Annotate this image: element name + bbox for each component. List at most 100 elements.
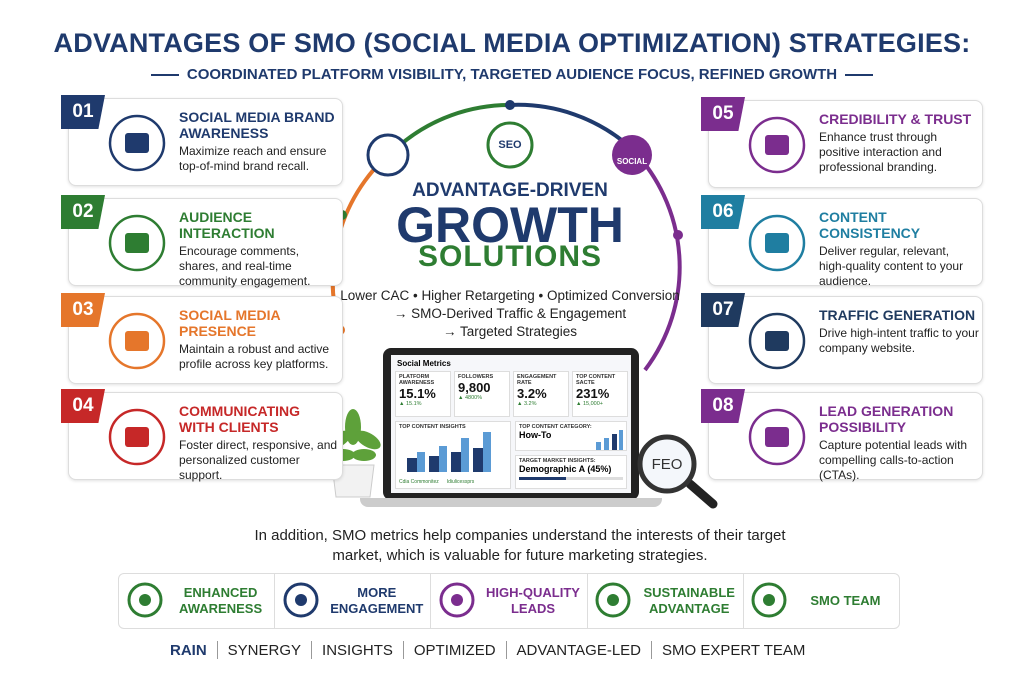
card-text: Enhance trust through positive interacti… xyxy=(819,130,942,174)
category-chart xyxy=(596,430,623,450)
social-badge: SOCIAL xyxy=(616,157,648,166)
subhead: SOLUTIONS xyxy=(417,240,602,273)
card: 07 TRAFFIC GENERATION Drive high-intent tr… xyxy=(701,293,983,384)
badge-text: SUSTAINABLE ADVANTAGE xyxy=(643,585,735,616)
separator xyxy=(651,641,653,659)
summary: In addition, SMO metrics help companies … xyxy=(254,527,786,564)
separator xyxy=(311,641,313,659)
laptop-base xyxy=(360,498,662,507)
dashboard-title: Social Metrics xyxy=(397,359,451,368)
metric: FOLLOWERS 9,800 ▲ 4800% xyxy=(454,371,510,417)
card-text: Capture potential leads with compelling … xyxy=(819,438,968,482)
badge-text: SMO TEAM xyxy=(810,593,881,608)
card-title: LEAD GENERATION POSSIBILITY xyxy=(819,403,954,435)
benefit-badge: HIGH-QUALITY LEADS xyxy=(431,574,588,628)
legend-item: Cdia Commonitez xyxy=(399,479,439,485)
card-number: 03 xyxy=(61,293,105,327)
metric: ENGAGEMENT RATE 3.2% ▲ 3.2% xyxy=(513,371,569,417)
card: 03 SOCIAL MEDIA PRESENCE Maintain a robust… xyxy=(61,293,343,384)
metric-label: TOP CONTENT SACTE xyxy=(576,374,616,386)
card-title: CREDIBILITY & TRUST xyxy=(819,111,972,127)
badge-text: HIGH-QUALITY LEADS xyxy=(486,585,580,616)
metric-change: ▲ 3.2% xyxy=(517,401,537,407)
magnifier xyxy=(637,434,718,509)
category-value: How-To xyxy=(519,430,552,440)
card-text: Drive high-intent traffic to your compan… xyxy=(819,326,979,355)
badge-text: ENHANCED AWARENESS xyxy=(179,585,263,616)
benefit-line: Lower CAC • Higher Retargeting • Optimiz… xyxy=(340,288,680,303)
card-title: SOCIAL MEDIA PRESENCE xyxy=(179,307,281,339)
card-title: SOCIAL MEDIA BRAND AWARENESS xyxy=(179,109,335,141)
brand-bar: RAIN SYNERGY INSIGHTS OPTIMIZED ADVANTAGE-LE… xyxy=(170,641,920,659)
card-number: 06 xyxy=(701,195,745,229)
card-number: 07 xyxy=(701,293,745,327)
card: 06 CONTENT CONSISTENCY Deliver regular, re… xyxy=(701,195,983,288)
headline: GROWTH xyxy=(396,197,624,253)
badge-icon xyxy=(281,582,321,621)
card: 04 COMMUNICATING WITH CLIENTS Foster direc… xyxy=(61,389,343,482)
brand-item: INSIGHTS xyxy=(322,641,393,659)
card-icon xyxy=(107,407,167,472)
card-text: Maintain a robust and active profile acr… xyxy=(179,342,330,371)
benefit-line: → SMO-Derived Traffic & Engagement xyxy=(393,306,627,321)
card-text: Foster direct, responsive, and personali… xyxy=(179,438,338,482)
metric-change: ▲ 4800% xyxy=(458,395,483,401)
legend-item: Idiulicessprs xyxy=(446,479,475,485)
separator xyxy=(402,641,404,659)
card: 05 CREDIBILITY & TRUST Enhance trust throu… xyxy=(701,97,983,188)
badge-text: MORE ENGAGEMENT xyxy=(330,585,424,616)
kicker: ADVANTAGE-DRIVEN xyxy=(412,180,608,201)
brand-item: RAIN xyxy=(170,641,207,659)
card-text: Encourage comments, shares, and real-tim… xyxy=(179,244,311,288)
card-number: 01 xyxy=(61,95,105,129)
badge-icon xyxy=(749,582,789,621)
metric-value: 3.2% xyxy=(517,386,547,401)
metric: TOP CONTENT SACTE 231% ▲ 15,000+ xyxy=(572,371,628,417)
brand-item: SMO EXPERT TEAM xyxy=(662,641,806,659)
badge-icon xyxy=(593,582,633,621)
card-title: COMMUNICATING WITH CLIENTS xyxy=(179,403,301,435)
center-arc xyxy=(330,100,683,372)
card-icon xyxy=(747,407,807,472)
subtitle-text: COORDINATED PLATFORM VISIBILITY, TARGETE… xyxy=(143,66,881,83)
category-panel: TOP CONTENT CATEGORY: How-To xyxy=(515,421,627,451)
insights-label: TOP CONTENT INSIGHTS xyxy=(399,424,466,430)
insights-chart xyxy=(407,432,491,472)
card-icon xyxy=(107,113,167,178)
insights-panel: TOP CONTENT INSIGHTS Cdia Commonitez Idiu… xyxy=(395,421,511,489)
benefit-badge: ENHANCED AWARENESS xyxy=(119,574,276,628)
card-icon xyxy=(107,311,167,376)
subtitle: COORDINATED PLATFORM VISIBILITY, TARGETE… xyxy=(0,66,1024,83)
brand-item: ADVANTAGE-LED xyxy=(516,641,642,659)
metric-label: FOLLOWERS xyxy=(458,374,494,380)
magnifier-text: FEO xyxy=(651,456,683,473)
metric-label: ENGAGEMENT RATE xyxy=(517,374,557,386)
benefit-badges: ENHANCED AWARENESS MORE ENGAGEMENT HIGH-QU… xyxy=(118,573,900,629)
benefit-badge: MORE ENGAGEMENT xyxy=(275,574,432,628)
card-text: Deliver regular, relevant, high-quality … xyxy=(819,244,964,288)
card-number: 08 xyxy=(701,389,745,423)
card-title: TRAFFIC GENERATION xyxy=(819,307,976,323)
seo-badge: SEO xyxy=(498,139,522,151)
metric-value: 231% xyxy=(576,386,610,401)
category-label: TOP CONTENT CATEGORY: xyxy=(519,424,592,430)
badge-icon xyxy=(125,582,165,621)
metric-label: PLATFORM AWARENESS xyxy=(399,374,435,386)
dashboard: Social Metrics PLATFORM AWARENESS 15.1% ▲ … xyxy=(391,355,631,493)
market-label: TARGET MARKET INSIGHTS: xyxy=(519,458,596,464)
card-title: CONTENT CONSISTENCY xyxy=(819,209,921,241)
card: 02 AUDIENCE INTERACTION Encourage comments… xyxy=(61,195,343,288)
metric-change: ▲ 15.1% xyxy=(399,401,422,407)
title: ADVANTAGES OF SMO (SOCIAL MEDIA OPTIMIZA… xyxy=(53,28,971,58)
card-icon xyxy=(107,213,167,278)
benefit-badge: SUSTAINABLE ADVANTAGE xyxy=(588,574,744,628)
badge-icon xyxy=(437,582,477,621)
brand-item: OPTIMIZED xyxy=(413,641,496,659)
card-number: 05 xyxy=(701,97,745,131)
metric: PLATFORM AWARENESS 15.1% ▲ 15.1% xyxy=(395,371,451,417)
brand-item: SYNERGY xyxy=(227,641,302,659)
card-title: AUDIENCE INTERACTION xyxy=(179,209,275,241)
card-icon xyxy=(747,213,807,278)
card: 08 LEAD GENERATION POSSIBILITY Capture pot… xyxy=(701,389,983,482)
